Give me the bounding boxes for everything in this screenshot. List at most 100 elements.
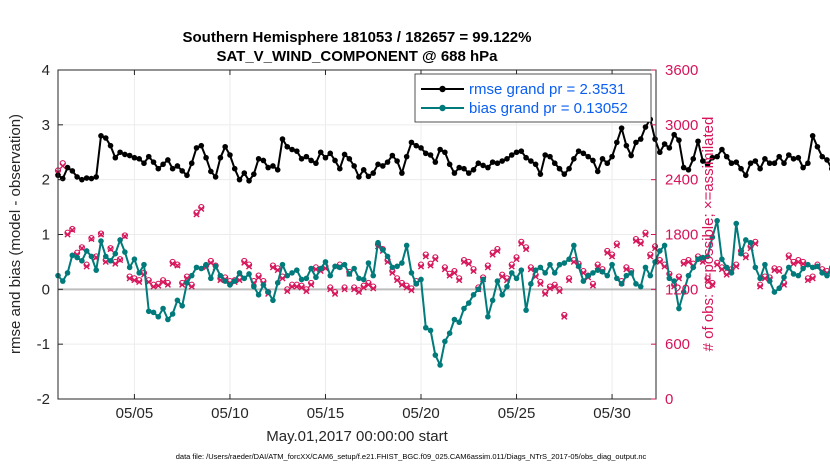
rmse-point (575, 148, 582, 154)
bias-point (704, 253, 711, 260)
bias-point (389, 264, 396, 271)
rmse-point (547, 153, 553, 160)
obs-assimilated-point (274, 267, 281, 274)
obs-assimilated-point (131, 277, 138, 284)
bias-point (145, 308, 152, 315)
obs-assimilated-point (150, 283, 157, 290)
rmse-point (270, 163, 276, 169)
bias-point (131, 256, 138, 262)
rmse-point (480, 162, 486, 169)
obs-assimilated-point (723, 271, 730, 278)
obs-assimilated-point (623, 266, 630, 273)
bias-point (332, 263, 338, 270)
obs-assimilated-point (331, 290, 339, 297)
obs-assimilated-point (136, 278, 143, 286)
rmse-point (131, 154, 138, 161)
rmse-point (360, 166, 367, 173)
chart-title-line1: Southern Hemisphere 181053 / 182657 = 99… (183, 29, 532, 46)
bias-point (188, 272, 195, 279)
bias-point (64, 270, 71, 276)
rmse-point (442, 149, 448, 156)
bias-point (728, 270, 735, 276)
rmse-point (427, 152, 434, 158)
y-right-tick-label: 3000 (665, 117, 698, 134)
obs-assimilated-point (556, 288, 563, 295)
obs-assimilated-point (394, 277, 401, 284)
rmse-point (642, 124, 649, 130)
obs-assimilated-point (647, 253, 654, 260)
rmse-point (322, 154, 329, 161)
rmse-point (112, 154, 119, 161)
footer-data-file: data file: /Users/raeder/DAI/ATM_forcXX/… (176, 452, 647, 461)
obs-possible-point (174, 261, 181, 268)
obs-assimilated-point (642, 231, 649, 238)
y-left-tick-label: 4 (42, 62, 50, 79)
bias-point (351, 265, 357, 272)
y-right-tick-label: 2400 (665, 172, 698, 189)
rmse-point (198, 142, 205, 149)
rmse-point (690, 156, 697, 162)
bias-point (432, 352, 439, 358)
bias-point (747, 239, 754, 246)
obs-assimilated-point (714, 261, 721, 268)
bias-point (327, 272, 334, 279)
bias-point (614, 275, 620, 282)
rmse-point (451, 170, 458, 176)
y-left-tick-label: 1 (42, 227, 50, 244)
bias-point (365, 260, 372, 266)
bias-point (117, 237, 123, 243)
bias-point (227, 282, 233, 288)
obs-assimilated-point (451, 269, 458, 276)
bias-point (489, 297, 496, 304)
bias-point (322, 259, 329, 265)
bias-point (776, 285, 783, 292)
y-axis-right-label: # of obs: o=possible; ×=assimilated (700, 117, 717, 352)
rmse-point (504, 156, 510, 162)
rmse-point (341, 151, 348, 158)
rmse-point (107, 142, 114, 149)
bias-point (337, 264, 343, 271)
bias-point (222, 278, 228, 284)
obs-assimilated-point (656, 258, 663, 266)
obs-possible-point (88, 235, 95, 242)
obs-assimilated-point (116, 256, 124, 264)
obs-assimilated-point (245, 263, 253, 270)
bias-point (480, 276, 486, 283)
bias-point (193, 264, 200, 271)
obs-assimilated-point (241, 259, 248, 266)
rmse-point (747, 160, 754, 167)
bias-point (184, 279, 190, 286)
obs-assimilated-point (570, 258, 577, 266)
obs-assimilated-point (112, 260, 119, 267)
rmse-point (317, 149, 324, 156)
rmse-series (55, 116, 830, 184)
rmse-point (752, 158, 759, 164)
bias-point (590, 270, 596, 276)
y-axis-left-label: rmse and bias (model - observation) (7, 114, 24, 354)
rmse-point (298, 156, 305, 162)
rmse-point (604, 160, 611, 167)
x-tick-label: 05/05 (116, 405, 154, 422)
obs-assimilated-point (107, 246, 114, 253)
x-tick-label: 05/10 (211, 405, 249, 422)
obs-assimilated-point (159, 278, 167, 286)
legend-bias-marker (439, 104, 446, 112)
rmse-point (614, 139, 620, 146)
rmse-point (337, 165, 343, 172)
bias-point (795, 272, 802, 279)
bias-point (370, 272, 377, 279)
bias-point (666, 275, 673, 282)
obs-assimilated-point (236, 277, 243, 284)
x-axis-label: May.01,2017 00:00:00 start (266, 428, 448, 445)
obs-assimilated-point (341, 286, 348, 293)
rmse-point (700, 158, 706, 164)
obs-assimilated-point (790, 260, 797, 267)
rmse-point (461, 165, 467, 172)
obs-assimilated-point (771, 267, 778, 274)
bias-point (102, 253, 109, 260)
bias-point (122, 249, 128, 255)
y-left-tick-label: 0 (42, 281, 50, 298)
bias-point (165, 316, 171, 323)
bias-point (690, 264, 697, 271)
